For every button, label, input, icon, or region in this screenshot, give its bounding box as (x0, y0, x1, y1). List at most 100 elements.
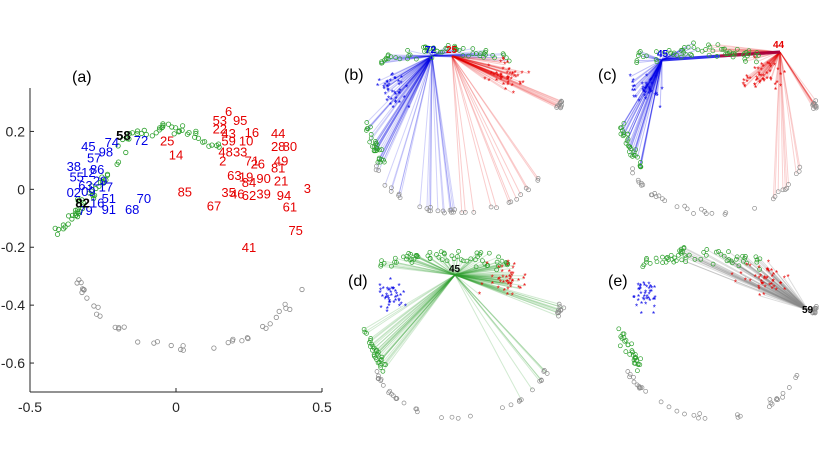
edge-line (745, 280, 809, 311)
edge-line (451, 55, 561, 104)
edge-line (370, 274, 456, 339)
scatter-point (656, 193, 662, 199)
star-point: * (742, 77, 745, 86)
scatter-point (362, 329, 368, 335)
star-point: * (394, 294, 397, 303)
y-tick-label: -0.4 (1, 297, 25, 313)
scatter-point (424, 48, 430, 54)
edge-line (430, 55, 433, 211)
scatter-point (141, 127, 147, 133)
star-point: * (397, 282, 400, 291)
edge-line (451, 55, 501, 63)
point-label: 16 (90, 195, 104, 210)
edge-line (768, 262, 809, 311)
scatter-point (79, 197, 85, 203)
edge-line (454, 274, 507, 279)
star-point: * (655, 90, 658, 99)
point-label: 45 (81, 139, 95, 154)
scatter-point (472, 257, 478, 263)
scatter-point (753, 254, 759, 260)
edge-line (411, 258, 456, 276)
scatter-point (169, 124, 175, 130)
star-point: * (637, 286, 640, 295)
edge-line (454, 274, 562, 311)
star-point: * (643, 290, 646, 299)
scatter-point (379, 258, 384, 264)
star-point: * (760, 67, 763, 76)
edge-line (451, 55, 490, 82)
star-point: * (659, 104, 662, 113)
edge-line (454, 256, 479, 276)
star-point: * (647, 85, 650, 94)
scatter-point (436, 254, 442, 260)
scatter-point (793, 171, 799, 177)
scatter-point (621, 130, 627, 136)
edge-line (451, 55, 486, 80)
scatter-point (744, 260, 749, 266)
edge-line (454, 274, 509, 286)
scatter-point (245, 335, 251, 342)
scatter-point (681, 45, 687, 50)
point-label: 86 (90, 162, 104, 177)
scatter-point (405, 48, 410, 53)
scatter-point (735, 412, 740, 418)
edge-line (373, 55, 433, 148)
scatter-point (625, 369, 631, 374)
edge-line (381, 55, 433, 64)
point-label: 09 (81, 184, 95, 199)
edge-line (643, 59, 663, 93)
edge-line (454, 274, 508, 283)
edge-line (388, 55, 433, 86)
scatter-point (637, 163, 643, 169)
star-point: * (522, 275, 525, 284)
scatter-point (506, 200, 512, 205)
scatter-point (660, 254, 665, 260)
scatter-point (477, 53, 483, 59)
scatter-point (123, 149, 129, 156)
edge-line (454, 260, 483, 276)
edge-line (451, 55, 529, 74)
scatter-point (681, 245, 687, 250)
edge-line (746, 265, 809, 311)
star-point: * (775, 286, 778, 295)
star-point: * (512, 90, 515, 99)
star-point: * (638, 287, 641, 296)
star-point: * (397, 297, 400, 306)
edge-line (451, 55, 506, 91)
edge-line (454, 274, 480, 295)
edge-line (680, 251, 809, 311)
edge-line (451, 55, 497, 82)
scatter-point (670, 51, 676, 57)
scatter-point (471, 210, 477, 215)
scatter-point (413, 56, 419, 62)
star-point: * (392, 286, 395, 295)
scatter-point (668, 252, 674, 258)
edge-line (454, 274, 505, 292)
star-point: * (384, 91, 387, 100)
star-point: * (647, 90, 650, 99)
scatter-point (506, 58, 512, 64)
edge-line (451, 55, 519, 77)
edge-line (645, 59, 663, 85)
edge-line (454, 274, 564, 309)
edge-line (454, 274, 510, 281)
scatter-point (283, 305, 289, 311)
scatter-point (635, 368, 640, 374)
edge-line (760, 276, 809, 311)
star-point: * (639, 282, 642, 291)
star-point: * (501, 273, 504, 282)
scatter-point (786, 385, 792, 390)
scatter-point (706, 52, 712, 58)
edge-line (451, 55, 502, 81)
star-point: * (501, 268, 504, 277)
edge-line (771, 284, 809, 311)
scatter-point (727, 49, 732, 55)
star-point: * (506, 69, 509, 78)
scatter-point (392, 259, 397, 265)
scatter-point (499, 258, 505, 264)
edge-line (661, 42, 694, 61)
edge-line (628, 59, 663, 148)
star-point: * (642, 88, 645, 97)
scatter-point (193, 130, 199, 137)
star-point: * (397, 297, 400, 306)
